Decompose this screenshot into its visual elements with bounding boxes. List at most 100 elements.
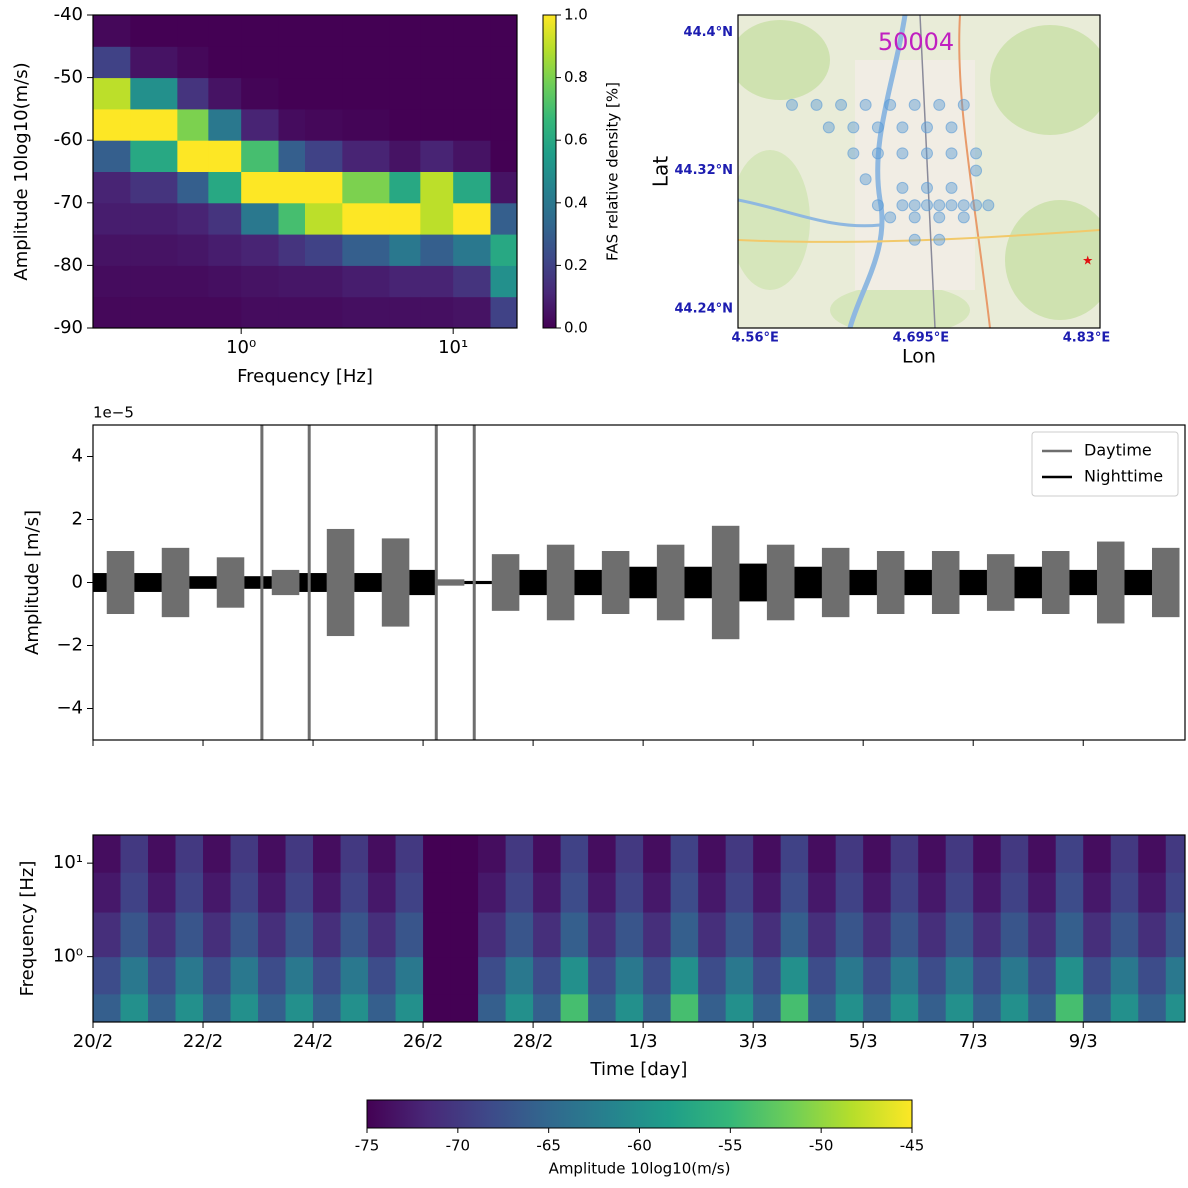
y-tick-label: -70 — [54, 192, 83, 213]
station — [945, 121, 958, 134]
heatmap-cell — [725, 956, 754, 995]
heatmap-cell — [230, 835, 259, 873]
heatmap-cell — [258, 993, 287, 1022]
waveform-envelope — [959, 569, 987, 596]
heatmap-cell — [1165, 912, 1185, 958]
heatmap-cell — [1028, 993, 1057, 1022]
waveform-envelope — [821, 547, 850, 618]
heatmap-cell — [258, 872, 287, 913]
x-tick-label: 3/3 — [739, 1031, 768, 1052]
heatmap-cell — [753, 872, 782, 913]
station — [822, 121, 835, 134]
heatmap-cell — [148, 956, 177, 995]
waveform-envelope — [904, 569, 932, 596]
heatmap-cell — [208, 265, 242, 298]
heatmap-cell — [490, 202, 518, 235]
heatmap-cell — [420, 202, 454, 235]
heatmap-cell — [643, 956, 672, 995]
heatmap-cell — [588, 872, 617, 913]
heatmap-cell — [670, 956, 699, 995]
x-tick-label: 5/3 — [849, 1031, 878, 1052]
heatmap-cell — [1110, 956, 1139, 995]
colorbar-tick-label: 0.4 — [564, 193, 588, 211]
heatmap-cell — [93, 140, 131, 172]
heatmap-cell — [453, 265, 492, 298]
heatmap-cell — [615, 835, 644, 873]
heatmap-cell — [490, 77, 518, 110]
station — [896, 181, 909, 194]
waveform-envelope — [656, 544, 685, 621]
heatmap-cell — [305, 296, 343, 329]
heatmap-cell — [453, 15, 492, 47]
heatmap-cell — [120, 872, 149, 913]
y-axis-label: Amplitude [m/s] — [22, 510, 43, 655]
heatmap-cell — [241, 46, 280, 79]
station — [945, 147, 958, 160]
colorbar-tick-label: -75 — [355, 1137, 380, 1155]
heatmap-cell — [490, 171, 518, 204]
heatmap-cell — [1083, 993, 1112, 1022]
station — [908, 98, 921, 111]
heatmap-cell — [1165, 993, 1185, 1022]
heatmap-cell — [305, 265, 343, 298]
heatmap-cell — [780, 993, 809, 1022]
waveform-envelope — [93, 573, 107, 592]
waveform-envelope — [574, 569, 602, 596]
heatmap-cell — [670, 912, 699, 958]
heatmap-cell — [453, 108, 492, 141]
heatmap-cell — [835, 835, 864, 873]
heatmap-cell — [1138, 912, 1167, 958]
heatmap-cell — [918, 912, 947, 958]
heatmap-cell — [148, 993, 177, 1022]
station — [908, 211, 921, 224]
heatmap-cell — [505, 956, 534, 995]
x-tick-label: 4.695°E — [893, 331, 950, 346]
heatmap-cell — [615, 872, 644, 913]
heatmap-cell — [945, 956, 974, 995]
heatmap-cell — [450, 912, 479, 958]
heatmap-cell — [305, 171, 343, 204]
heatmap-cell — [973, 872, 1002, 913]
station — [920, 147, 933, 160]
heatmap-cell — [670, 993, 699, 1022]
heatmap-cell — [285, 872, 314, 913]
waveform-envelope — [794, 566, 822, 599]
heatmap-cell — [395, 956, 424, 995]
heatmap-cell — [313, 872, 342, 913]
heatmap-cell — [1055, 993, 1084, 1022]
heatmap-cell — [120, 956, 149, 995]
heatmap-cell — [93, 912, 122, 958]
heatmap-cell — [698, 912, 727, 958]
heatmap-cell — [120, 993, 149, 1022]
heatmap-cell — [698, 993, 727, 1022]
station — [859, 98, 872, 111]
heatmap-cell — [230, 993, 259, 1022]
heatmap-cell — [208, 296, 242, 329]
heatmap-cell — [120, 912, 149, 958]
heatmap-cell — [643, 993, 672, 1022]
heatmap-cell — [1028, 835, 1057, 873]
heatmap-cell — [1000, 912, 1029, 958]
heatmap-cell — [93, 956, 122, 995]
heatmap-cell — [278, 265, 306, 298]
heatmap-cell — [368, 835, 397, 873]
heatmap-cell — [490, 15, 518, 47]
heatmap-cell — [177, 296, 209, 329]
heatmap-cell — [177, 265, 209, 298]
heatmap-cell — [389, 265, 421, 298]
heatmap-cell — [305, 15, 343, 47]
heatmap-cell — [313, 912, 342, 958]
x-tick-label: 4.83°E — [1063, 331, 1110, 346]
station — [871, 121, 884, 134]
heatmap-cell — [588, 956, 617, 995]
waveform-envelope — [491, 554, 520, 611]
heatmap-cell — [453, 46, 492, 79]
station — [933, 98, 946, 111]
station — [884, 211, 897, 224]
heatmap-cell — [808, 912, 837, 958]
heatmap-cell — [368, 872, 397, 913]
waveform-envelope — [271, 569, 300, 596]
heatmap-cell — [453, 202, 492, 235]
y-axis-label: FAS relative density [%] — [604, 82, 622, 261]
stations — [785, 98, 995, 246]
